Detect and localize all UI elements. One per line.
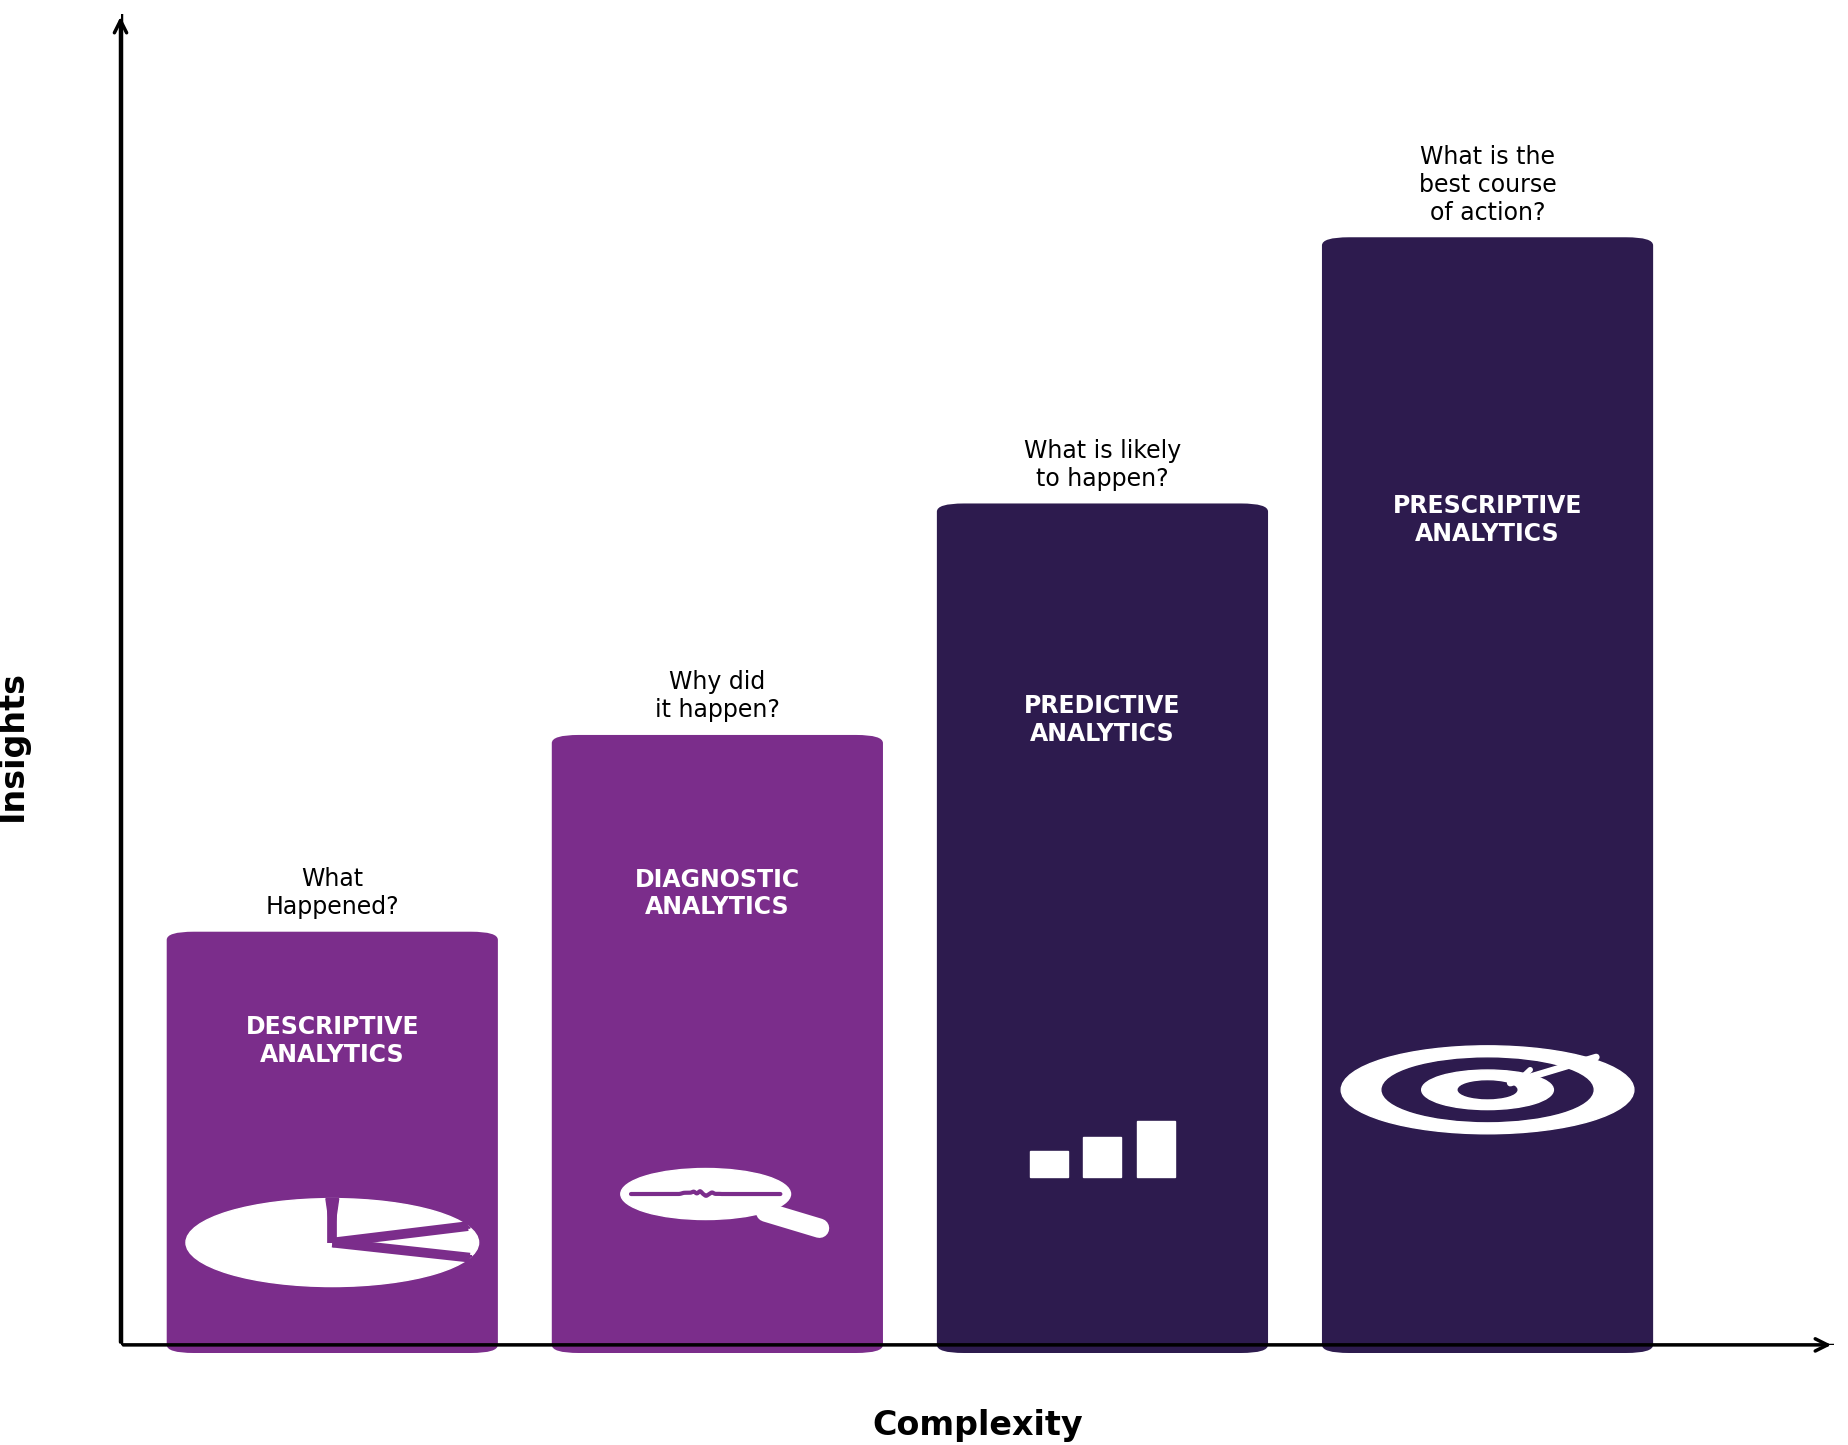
FancyBboxPatch shape — [553, 736, 883, 1353]
Bar — [1083, 1137, 1122, 1178]
FancyBboxPatch shape — [1321, 237, 1654, 1353]
Bar — [1029, 1152, 1068, 1178]
FancyBboxPatch shape — [937, 503, 1268, 1353]
Wedge shape — [333, 1224, 469, 1243]
Text: What is the
best course
of action?: What is the best course of action? — [1419, 144, 1556, 224]
Text: Insights: Insights — [0, 670, 30, 821]
Text: DIAGNOSTIC
ANALYTICS: DIAGNOSTIC ANALYTICS — [636, 867, 800, 919]
FancyBboxPatch shape — [166, 932, 497, 1353]
Circle shape — [621, 1169, 791, 1220]
Bar — [1137, 1121, 1175, 1178]
Wedge shape — [325, 1198, 338, 1243]
Circle shape — [187, 1198, 479, 1286]
Circle shape — [1421, 1069, 1554, 1110]
Text: What
Happened?: What Happened? — [266, 867, 399, 919]
Text: What is likely
to happen?: What is likely to happen? — [1024, 439, 1181, 491]
Text: DESCRIPTIVE
ANALYTICS: DESCRIPTIVE ANALYTICS — [246, 1016, 419, 1066]
Circle shape — [1342, 1046, 1634, 1134]
Wedge shape — [333, 1243, 471, 1260]
Text: Why did
it happen?: Why did it happen? — [654, 670, 780, 722]
Text: PRESCRIPTIVE
ANALYTICS: PRESCRIPTIVE ANALYTICS — [1393, 494, 1582, 546]
Text: Complexity: Complexity — [872, 1409, 1083, 1442]
Circle shape — [1458, 1081, 1517, 1098]
Circle shape — [1382, 1058, 1593, 1121]
Text: PREDICTIVE
ANALYTICS: PREDICTIVE ANALYTICS — [1024, 694, 1181, 746]
